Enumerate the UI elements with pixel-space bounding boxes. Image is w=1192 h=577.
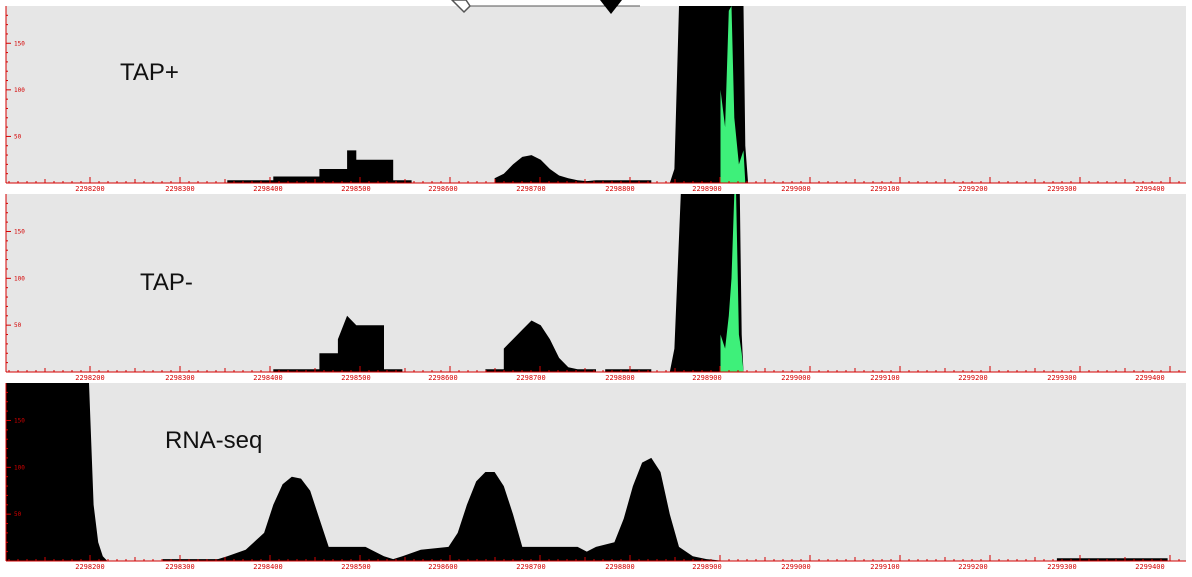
x-tick-label: 2298900 bbox=[692, 563, 722, 571]
x-tick-label: 2298700 bbox=[516, 374, 546, 382]
x-tick-label: 2298800 bbox=[605, 374, 635, 382]
x-tick-label: 2299400 bbox=[1135, 185, 1165, 193]
x-tick-label: 2299200 bbox=[958, 374, 988, 382]
y-tick-label: 50 bbox=[14, 322, 22, 329]
coverage-area bbox=[6, 383, 1186, 561]
track-label: TAP- bbox=[140, 269, 193, 296]
x-tick-label: 2298200 bbox=[75, 374, 105, 382]
x-tick-label: 2299100 bbox=[870, 185, 900, 193]
x-tick-label: 2298500 bbox=[341, 563, 371, 571]
x-tick-label: 2298800 bbox=[605, 185, 635, 193]
x-tick-label: 2298300 bbox=[165, 185, 195, 193]
x-tick-label: 2298500 bbox=[341, 374, 371, 382]
x-tick-label: 2298500 bbox=[341, 185, 371, 193]
x-tick-label: 2298400 bbox=[253, 563, 283, 571]
x-tick-label: 2298600 bbox=[428, 185, 458, 193]
x-tick-label: 2298200 bbox=[75, 185, 105, 193]
y-tick-label: 50 bbox=[14, 511, 22, 518]
highlight-area bbox=[669, 6, 1186, 183]
x-tick-label: 2299100 bbox=[870, 563, 900, 571]
x-tick-label: 2298300 bbox=[165, 563, 195, 571]
x-tick-label: 2299200 bbox=[958, 185, 988, 193]
solid-arrow-pointer bbox=[600, 0, 622, 14]
x-tick-label: 2299300 bbox=[1047, 185, 1077, 193]
y-tick-label: 150 bbox=[14, 417, 25, 424]
y-tick-label: 50 bbox=[14, 133, 22, 140]
x-tick-label: 2298600 bbox=[428, 563, 458, 571]
x-tick-label: 2298700 bbox=[516, 563, 546, 571]
y-tick-label: 150 bbox=[14, 40, 25, 47]
x-tick-label: 2298900 bbox=[692, 185, 722, 193]
y-tick-label: 100 bbox=[14, 275, 25, 282]
panel-background bbox=[6, 383, 1186, 561]
panel-background bbox=[6, 6, 1186, 183]
x-tick-label: 2298800 bbox=[605, 563, 635, 571]
highlight-area bbox=[669, 194, 1186, 372]
x-tick-label: 2299400 bbox=[1135, 374, 1165, 382]
x-tick-label: 2299100 bbox=[870, 374, 900, 382]
pointer-callout bbox=[450, 0, 640, 14]
x-tick-label: 2298700 bbox=[516, 185, 546, 193]
x-tick-label: 2299000 bbox=[781, 185, 811, 193]
x-tick-label: 2299000 bbox=[781, 563, 811, 571]
track-panel-2: 50 100 150 2298200 2298300 2298400 2298500 2298… bbox=[5, 194, 1186, 382]
x-tick-label: 2299300 bbox=[1047, 563, 1077, 571]
x-tick-label: 2298400 bbox=[253, 374, 283, 382]
y-tick-label: 100 bbox=[14, 87, 25, 94]
x-tick-label: 2299200 bbox=[958, 563, 988, 571]
x-tick-label: 2299000 bbox=[781, 374, 811, 382]
x-tick-label: 2298300 bbox=[165, 374, 195, 382]
x-tick-label: 2298200 bbox=[75, 563, 105, 571]
x-tick-label: 2298900 bbox=[692, 374, 722, 382]
x-tick-label: 2299400 bbox=[1135, 563, 1165, 571]
track-panel-1: 50 100 150 2298200 2298300 2298400 2298500 2298… bbox=[5, 6, 1186, 193]
x-tick-label: 2298600 bbox=[428, 374, 458, 382]
track-panel-3: 50 100 150 2298200 2298300 2298400 2298500 2298… bbox=[5, 383, 1186, 571]
x-tick-label: 2298400 bbox=[253, 185, 283, 193]
panel-background bbox=[6, 194, 1186, 372]
x-tick-label: 2299300 bbox=[1047, 374, 1077, 382]
y-tick-label: 100 bbox=[14, 464, 25, 471]
track-label: RNA-seq bbox=[165, 427, 262, 454]
y-tick-label: 150 bbox=[14, 228, 25, 235]
track-label: TAP+ bbox=[120, 59, 179, 86]
